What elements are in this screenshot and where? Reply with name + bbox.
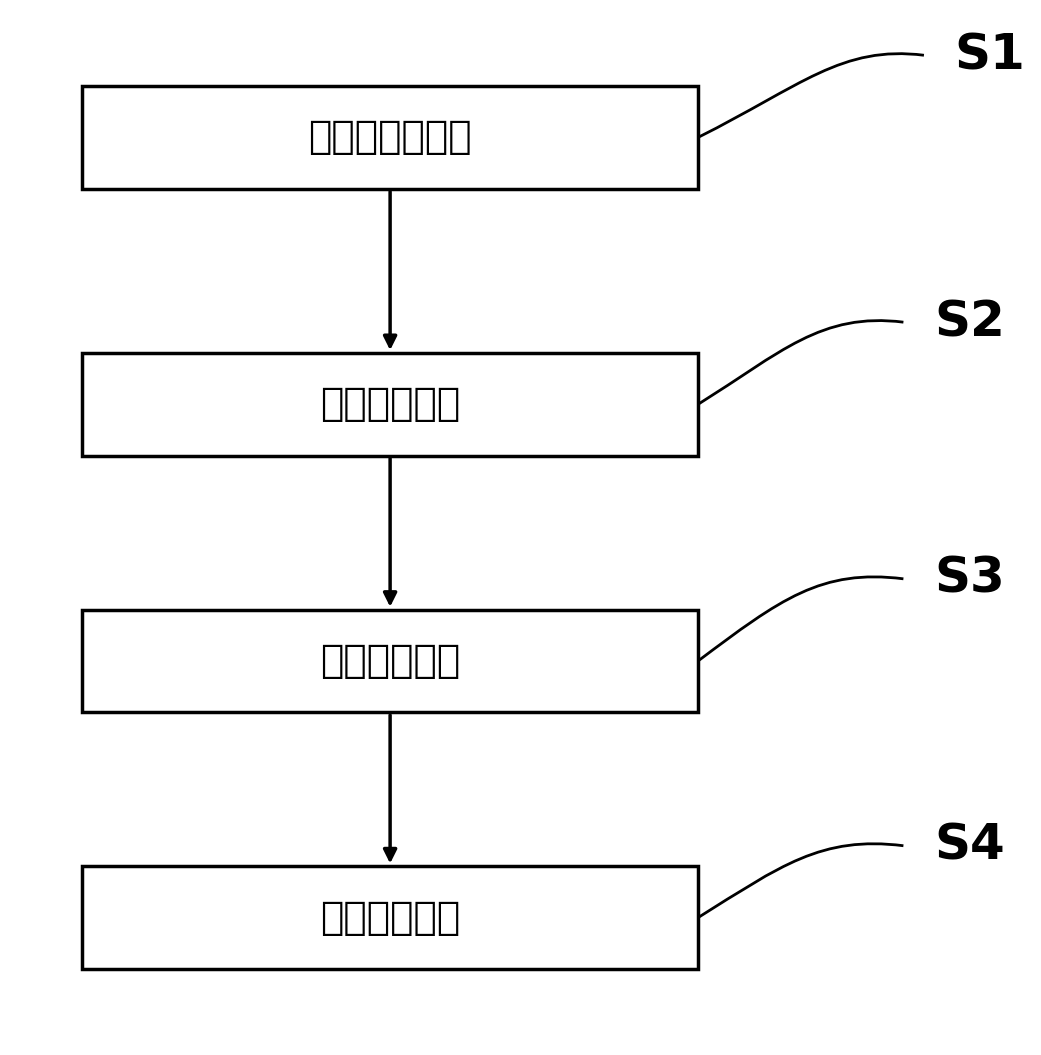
Text: S2: S2 [934, 299, 1005, 346]
FancyBboxPatch shape [82, 353, 699, 456]
Text: S3: S3 [934, 555, 1005, 602]
FancyBboxPatch shape [82, 866, 699, 968]
Text: 肺实质区域提取: 肺实质区域提取 [308, 118, 472, 156]
FancyBboxPatch shape [82, 610, 699, 712]
Text: S4: S4 [934, 822, 1005, 869]
Text: 感兴区域分割: 感兴区域分割 [320, 899, 460, 937]
FancyBboxPatch shape [82, 87, 699, 189]
Text: 肺腔区域提取: 肺腔区域提取 [320, 385, 460, 423]
Text: 肺叶区域提取: 肺叶区域提取 [320, 641, 460, 680]
Text: S1: S1 [955, 32, 1025, 79]
